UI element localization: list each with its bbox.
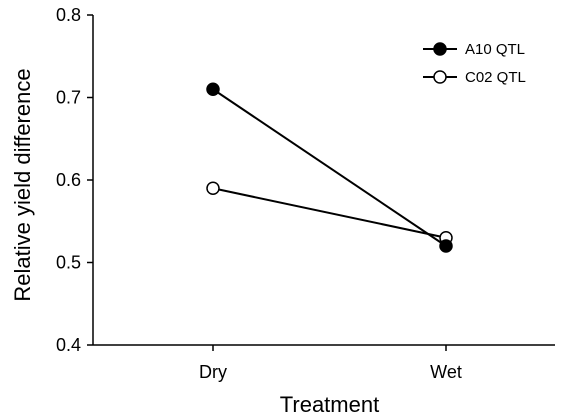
y-tick-label: 0.5 [56, 252, 81, 272]
x-tick-label: Dry [199, 362, 227, 382]
y-tick-label: 0.4 [56, 335, 81, 355]
data-point-marker [439, 239, 453, 253]
legend-marker-open [433, 70, 447, 84]
y-tick-label: 0.8 [56, 5, 81, 25]
x-tick-label: Wet [430, 362, 462, 382]
legend: A10 QTL C02 QTL [423, 41, 526, 86]
y-tick-label: 0.7 [56, 87, 81, 107]
data-point-marker [206, 82, 220, 96]
axes [87, 14, 555, 351]
y-axis-ticks: 0.4 0.5 0.6 0.7 0.8 [56, 5, 81, 355]
y-axis-title: Relative yield difference [10, 68, 35, 301]
legend-entry-a10: A10 QTL [423, 41, 525, 58]
y-tick-label: 0.6 [56, 170, 81, 190]
data-point-marker [206, 181, 220, 195]
series-line-0 [212, 88, 447, 247]
series-layer [206, 82, 453, 253]
legend-marker-filled [433, 42, 447, 56]
legend-entry-c02: C02 QTL [423, 69, 526, 86]
series-line-1 [212, 187, 447, 239]
legend-label: C02 QTL [465, 69, 526, 86]
x-axis-ticks: Dry Wet [199, 362, 462, 382]
x-axis-title: Treatment [280, 392, 379, 417]
legend-label: A10 QTL [465, 41, 525, 58]
